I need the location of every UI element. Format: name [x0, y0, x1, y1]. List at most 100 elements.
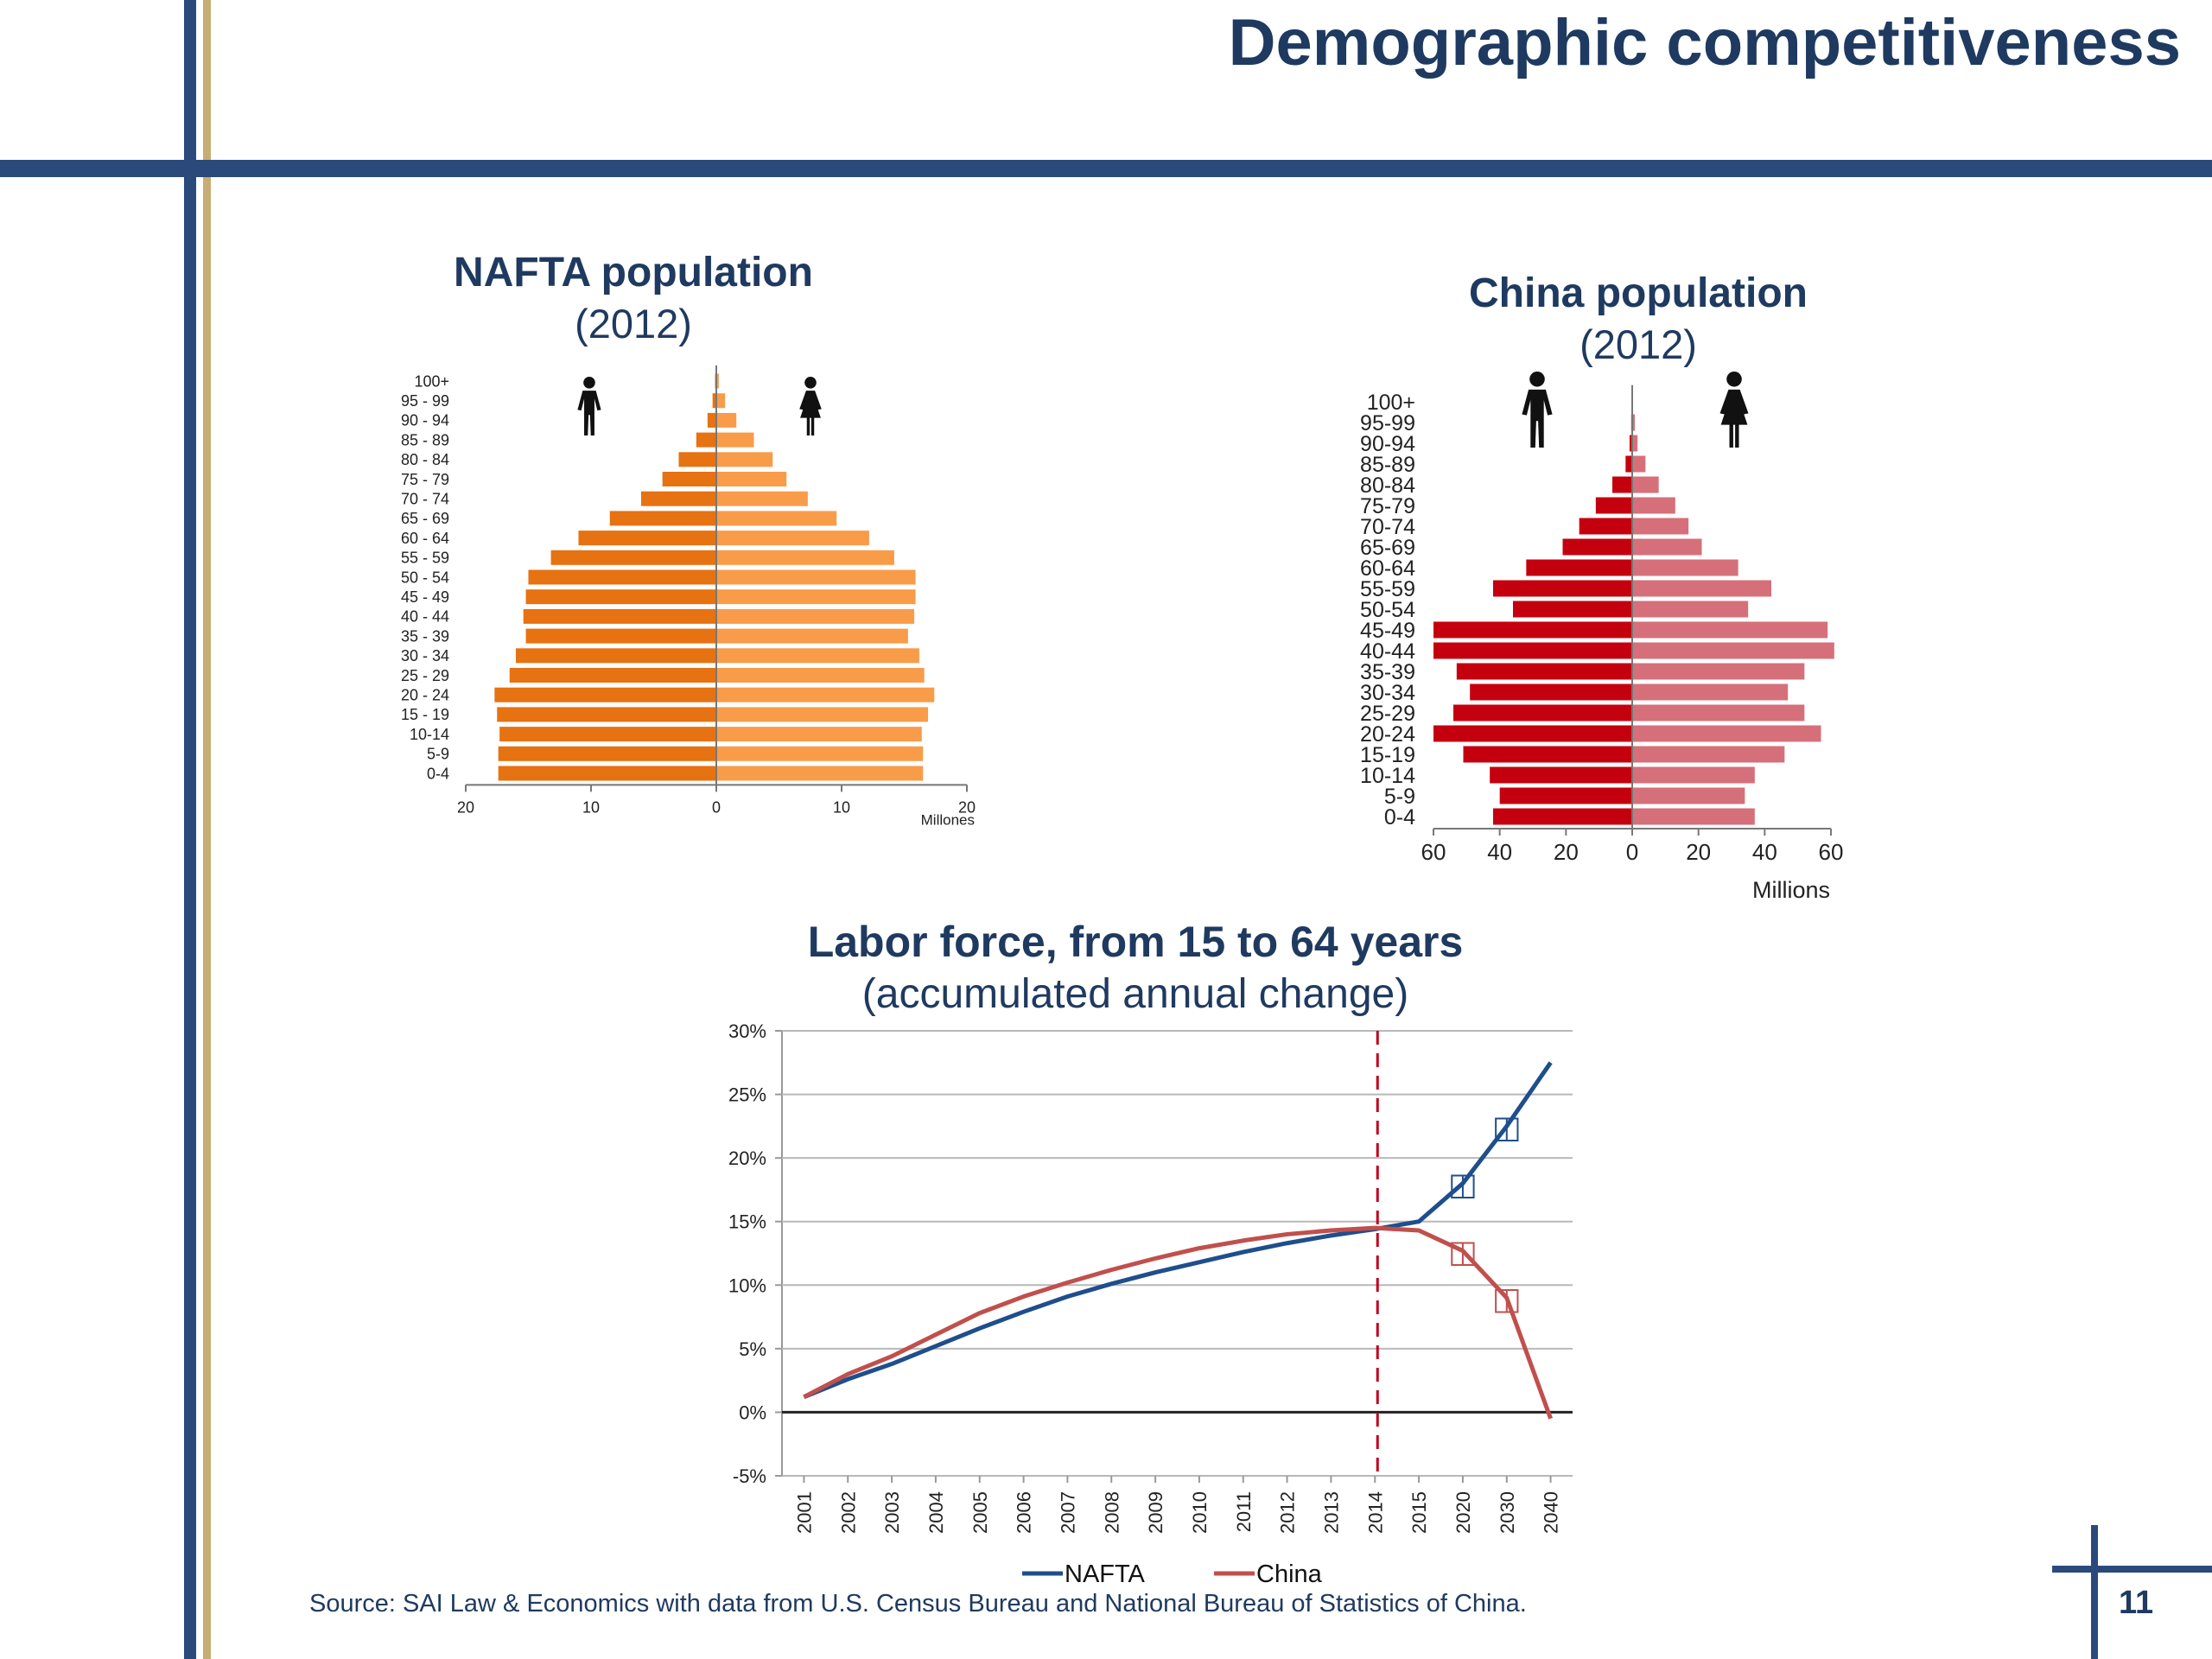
nafta-bar-female — [716, 531, 869, 546]
labor-x-tick-label: 2020 — [1452, 1491, 1474, 1534]
nafta-age-label: 100+ — [414, 372, 449, 390]
china-bar-female — [1632, 518, 1689, 535]
labor-y-tick-label: 10% — [728, 1274, 766, 1296]
china-age-label: 35-39 — [1360, 660, 1415, 684]
nafta-bar-female — [716, 648, 919, 664]
china-bar-male — [1595, 497, 1632, 514]
nafta-age-label: 80 - 84 — [401, 451, 449, 468]
china-age-label: 20-24 — [1360, 722, 1415, 747]
china-age-label: 85-89 — [1360, 453, 1415, 477]
labor-series-line-nafta — [803, 1061, 1553, 1400]
labor-x-tick-label: 2013 — [1320, 1491, 1342, 1534]
china-bar-female — [1632, 683, 1789, 701]
china-bar-male — [1499, 787, 1632, 804]
china-age-label: 95-99 — [1360, 411, 1415, 435]
china-age-label: 40-44 — [1360, 639, 1415, 664]
nafta-bar-male — [498, 766, 716, 781]
nafta-age-label: 50 - 54 — [401, 569, 449, 586]
nafta-bar-male — [528, 569, 716, 585]
labor-x-tick-label: 2006 — [1014, 1491, 1035, 1534]
nafta-bar-male — [523, 608, 716, 624]
nafta-x-tick-label: 20 — [958, 798, 976, 816]
china-bar-male — [1463, 746, 1632, 763]
nafta-female-figure-icon — [799, 377, 822, 435]
china-bar-male — [1629, 435, 1632, 452]
nafta-x-tick-label: 10 — [582, 798, 600, 816]
china-age-label: 5-9 — [1384, 785, 1415, 809]
labor-y-tick-label: 5% — [739, 1338, 766, 1360]
nafta-age-label: 85 - 89 — [401, 431, 449, 448]
labor-projection-marker-china: ◫ — [1492, 1281, 1522, 1317]
nafta-bar-male — [509, 668, 716, 683]
china-bar-male — [1493, 580, 1632, 597]
china-x-tick-label: 40 — [1752, 839, 1777, 865]
china-x-axis-title: Millions — [1752, 877, 1830, 903]
labor-series-line-china — [803, 1225, 1553, 1420]
nafta-bar-male — [525, 589, 716, 605]
labor-x-tick-label: 2007 — [1057, 1491, 1078, 1534]
china-bar-female — [1632, 435, 1638, 452]
china-x-tick-label: 20 — [1686, 839, 1711, 865]
nafta-male-figure-icon-head — [583, 377, 595, 389]
china-subtitle-text: (2012) — [1580, 321, 1697, 367]
nafta-bar-female — [716, 668, 925, 683]
slide-title: Demographic competitiveness — [1228, 6, 2181, 79]
labor-x-tick-label: 2040 — [1541, 1491, 1562, 1534]
china-bar-male — [1433, 725, 1632, 742]
nafta-age-label: 15 - 19 — [401, 706, 449, 723]
china-bar-male — [1625, 455, 1632, 473]
nafta-bar-male — [497, 707, 716, 722]
labor-legend-label-nafta: NAFTA — [1065, 1560, 1146, 1588]
nafta-x-tick-label: 0 — [712, 798, 721, 816]
china-bar-male — [1579, 518, 1632, 535]
nafta-age-label: 10-14 — [410, 726, 449, 743]
header-horizontal-band — [0, 160, 2212, 177]
nafta-x-tick-label: 10 — [833, 798, 850, 816]
china-bar-female — [1632, 476, 1659, 493]
nafta-age-label: 5-9 — [427, 746, 449, 763]
nafta-age-label: 55 - 59 — [401, 550, 449, 567]
nafta-title-text: NAFTA population — [454, 250, 813, 296]
china-bar-female — [1632, 725, 1821, 742]
left-gold-band — [203, 0, 211, 1659]
labor-x-tick-label: 2004 — [925, 1491, 947, 1534]
china-bar-male — [1433, 621, 1632, 639]
china-male-figure-icon-body — [1522, 389, 1553, 448]
china-bar-female — [1632, 455, 1646, 473]
labor-y-tick-label: 15% — [728, 1211, 766, 1233]
china-age-label: 75-79 — [1360, 494, 1415, 518]
china-bar-female — [1632, 642, 1834, 659]
nafta-bar-female — [716, 452, 773, 467]
nafta-bar-female — [716, 589, 916, 605]
china-bar-male — [1612, 476, 1632, 493]
labor-x-tick-label: 2030 — [1497, 1491, 1518, 1534]
china-bar-male — [1526, 559, 1632, 576]
nafta-bar-male — [696, 432, 716, 448]
labor-projection-marker-china: ◫ — [1448, 1235, 1478, 1270]
page-number: 11 — [2119, 1585, 2154, 1621]
china-bar-female — [1632, 580, 1771, 597]
nafta-male-figure-icon — [577, 377, 601, 435]
china-age-label: 10-14 — [1360, 764, 1415, 788]
nafta-bar-female — [716, 569, 916, 585]
nafta-bar-female — [716, 432, 754, 448]
china-x-tick-label: 60 — [1819, 839, 1844, 865]
nafta-x-axis-title: Millones — [921, 811, 975, 828]
china-bar-female — [1632, 497, 1675, 514]
china-female-figure-icon — [1719, 372, 1749, 448]
china-bar-female — [1632, 808, 1755, 825]
china-age-label: 50-54 — [1360, 598, 1415, 622]
labor-x-tick-label: 2009 — [1145, 1491, 1166, 1534]
china-age-label: 100+ — [1367, 391, 1415, 415]
labor-x-tick-label: 2002 — [837, 1491, 859, 1534]
china-bar-female — [1632, 538, 1702, 556]
china-bar-female — [1632, 621, 1828, 639]
china-title-text: China population — [1469, 270, 1808, 316]
nafta-bar-male — [494, 687, 716, 702]
page-corner-horizontal-line — [2052, 1566, 2212, 1573]
china-bar-female — [1632, 787, 1745, 804]
nafta-bar-female — [716, 472, 787, 486]
china-age-label: 65-69 — [1360, 536, 1415, 560]
